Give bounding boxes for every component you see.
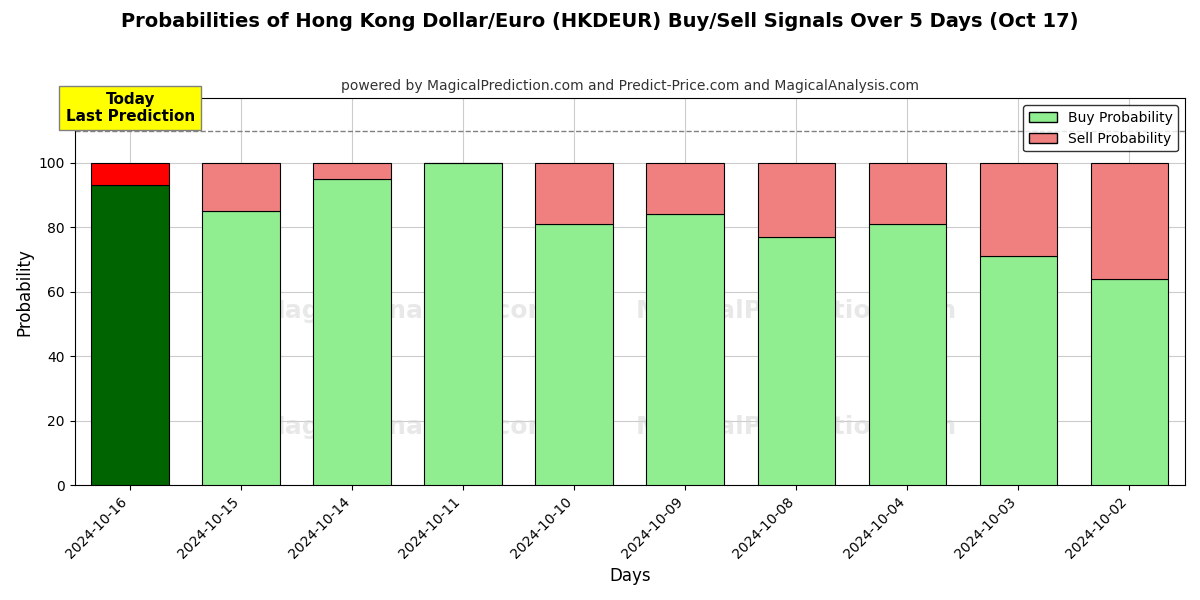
Bar [869, 224, 947, 485]
Bar [757, 237, 835, 485]
Bar [979, 256, 1057, 485]
Bar [535, 163, 613, 224]
Bar [757, 163, 835, 237]
Bar [203, 211, 280, 485]
Bar [313, 179, 391, 485]
Bar [91, 185, 169, 485]
Legend: Buy Probability, Sell Probability: Buy Probability, Sell Probability [1024, 105, 1178, 151]
Bar [1091, 279, 1169, 485]
Text: MagicalAnalysis.com: MagicalAnalysis.com [260, 299, 554, 323]
Text: MagicalPrediction.com: MagicalPrediction.com [636, 299, 958, 323]
Bar [313, 163, 391, 179]
Bar [647, 163, 725, 214]
Bar [425, 163, 502, 485]
Bar [1091, 163, 1169, 279]
Bar [647, 214, 725, 485]
Title: powered by MagicalPrediction.com and Predict-Price.com and MagicalAnalysis.com: powered by MagicalPrediction.com and Pre… [341, 79, 919, 93]
Bar [203, 163, 280, 211]
X-axis label: Days: Days [610, 567, 650, 585]
Text: MagicalPrediction.com: MagicalPrediction.com [636, 415, 958, 439]
Bar [91, 163, 169, 185]
Bar [869, 163, 947, 224]
Text: MagicalAnalysis.com: MagicalAnalysis.com [260, 415, 554, 439]
Text: Probabilities of Hong Kong Dollar/Euro (HKDEUR) Buy/Sell Signals Over 5 Days (Oc: Probabilities of Hong Kong Dollar/Euro (… [121, 12, 1079, 31]
Text: Today
Last Prediction: Today Last Prediction [66, 92, 194, 124]
Bar [535, 224, 613, 485]
Y-axis label: Probability: Probability [16, 248, 34, 335]
Bar [979, 163, 1057, 256]
